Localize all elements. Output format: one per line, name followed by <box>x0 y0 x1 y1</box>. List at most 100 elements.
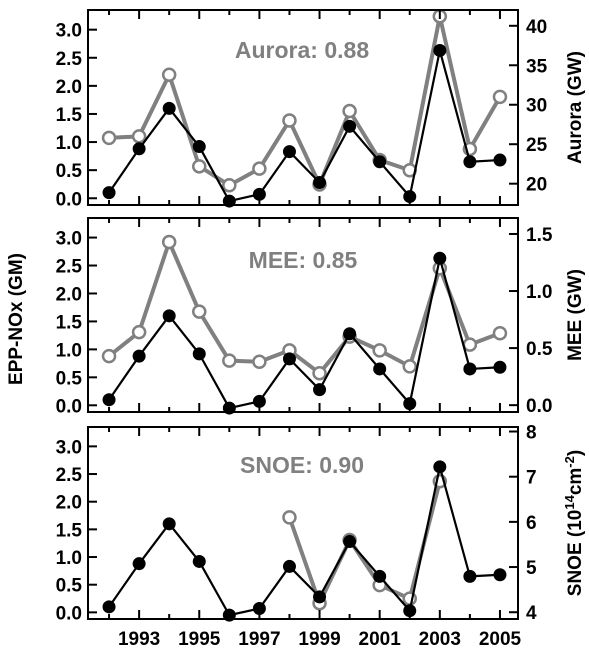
y-tick-label-left: 0.0 <box>56 603 82 624</box>
epp-series-line <box>108 465 501 617</box>
epp-series-line <box>108 49 501 203</box>
epp-point <box>433 43 447 57</box>
y-tick-label-right: 40 <box>526 17 547 38</box>
overlay-point <box>492 326 508 341</box>
epp-point <box>282 559 296 573</box>
epp-point <box>493 360 507 374</box>
x-tick-label: 2003 <box>419 629 461 648</box>
y-tick-label-right: 6 <box>526 513 537 534</box>
y-tick-label-left: 1.5 <box>56 520 83 541</box>
y-tick-label-left: 1.5 <box>56 105 83 126</box>
epp-point <box>463 569 477 583</box>
epp-series-line <box>108 257 501 410</box>
panel-mee: 0.0 0.5 1.0 1.5 2.0 2.5 3.0 0.0 0.5 1.0 1.5 MEE: 0… <box>6 217 586 417</box>
epp-point <box>102 393 116 407</box>
epp-point <box>162 101 176 115</box>
y-tick-label-right: 4 <box>526 603 537 624</box>
right-axis-title: SNOE (1014cm-2) <box>562 450 586 596</box>
overlay-point <box>192 159 207 174</box>
y-tick-label-left: 0.5 <box>56 576 83 597</box>
y-tick-label-right: 35 <box>526 56 548 77</box>
plot-frame <box>87 426 519 620</box>
y-tick-label-left: 2.5 <box>56 257 83 278</box>
x-tick-label: 2005 <box>479 629 522 648</box>
overlay-point <box>131 324 147 340</box>
overlay-series-line <box>287 480 442 606</box>
y-tick-label-left: 3.0 <box>56 229 82 250</box>
y-tick-label-right: 20 <box>526 175 547 196</box>
epp-point <box>282 352 296 366</box>
y-tick-label-left: 3.0 <box>56 437 82 458</box>
x-tick-label: 1999 <box>298 629 340 648</box>
epp-point <box>433 460 447 474</box>
overlay-point <box>402 359 417 374</box>
y-tick-label-right: 5 <box>526 558 537 579</box>
overlay-series-line <box>108 14 502 188</box>
snoe-label-exponent2: -2 <box>562 456 577 468</box>
y-tick-label-left: 3.0 <box>56 21 82 42</box>
epp-point <box>102 600 116 614</box>
y-tick-label-left: 2.5 <box>56 465 83 486</box>
epp-point <box>162 309 176 323</box>
panel-snoe: 0.0 0.5 1.0 1.5 2.0 2.5 3.0 4 5 6 7 8 1993 1995 1997 19… <box>56 423 586 648</box>
epp-point <box>282 145 296 159</box>
right-axis-title: Aurora (GW) <box>565 51 586 164</box>
epp-point <box>132 557 146 571</box>
snoe-label-exponent: 14 <box>562 494 577 509</box>
y-tick-label-right: 0.5 <box>526 339 553 360</box>
epp-point <box>433 251 447 265</box>
epp-point <box>132 142 146 156</box>
overlay-point <box>492 89 508 105</box>
overlay-point <box>282 510 297 525</box>
tick-layer: 0.0 0.5 1.0 1.5 2.0 2.5 3.0 20 25 30 35 40 <box>56 10 548 210</box>
epp-point <box>192 347 206 361</box>
overlay-point <box>131 129 147 144</box>
panel-aurora: 0.0 0.5 1.0 1.5 2.0 2.5 3.0 20 25 30 35 40 Aurora: … <box>56 9 586 210</box>
epp-point <box>463 362 477 376</box>
y-tick-label-right: 30 <box>526 96 547 117</box>
y-tick-label-right: 8 <box>526 423 537 444</box>
y-tick-label-left: 1.0 <box>56 133 82 154</box>
epp-point <box>373 569 387 583</box>
epp-point <box>343 535 357 549</box>
epp-point <box>493 568 507 582</box>
y-tick-label-left: 0.0 <box>56 396 82 417</box>
y-tick-label-left: 0.5 <box>56 161 83 182</box>
snoe-label-unit: cm <box>565 468 586 495</box>
y-tick-label-left: 2.0 <box>56 493 82 514</box>
epp-point <box>373 362 387 376</box>
overlay-point <box>462 337 478 352</box>
y-tick-label-left: 1.5 <box>56 312 83 333</box>
epp-point <box>493 153 507 167</box>
epp-point <box>313 590 327 604</box>
y-tick-label-left: 2.0 <box>56 77 82 98</box>
y-tick-label-left: 2.5 <box>56 49 83 70</box>
tick-layer: 0.0 0.5 1.0 1.5 2.0 2.5 3.0 4 5 6 7 8 1993 1995 1997 19… <box>56 423 537 648</box>
right-axis-title: MEE (GW) <box>565 269 586 361</box>
plot-frame <box>87 9 519 206</box>
overlay-point <box>372 343 387 358</box>
x-tick-label: 1993 <box>118 629 160 648</box>
series-layer <box>102 460 507 622</box>
epp-point <box>162 517 176 531</box>
epp-point <box>192 554 206 568</box>
overlay-point <box>222 353 237 368</box>
series-layer <box>101 234 508 415</box>
y-tick-label-right: 25 <box>526 135 548 156</box>
overlay-point <box>252 161 267 176</box>
panel-title: MEE: 0.85 <box>249 247 358 273</box>
epp-point <box>463 155 477 169</box>
overlay-point <box>252 354 267 370</box>
x-tick-label: 1995 <box>178 629 221 648</box>
snoe-label-text: SNOE (10 <box>565 510 586 597</box>
epp-point <box>313 383 327 397</box>
epp-point <box>313 176 327 190</box>
epp-point <box>343 119 357 133</box>
overlay-point <box>282 113 297 128</box>
tick-layer: 0.0 0.5 1.0 1.5 2.0 2.5 3.0 0.0 0.5 1.0 1.5 <box>56 218 553 417</box>
y-tick-label-left: 1.0 <box>56 548 82 569</box>
overlay-point <box>101 348 117 364</box>
overlay-point <box>101 130 117 146</box>
